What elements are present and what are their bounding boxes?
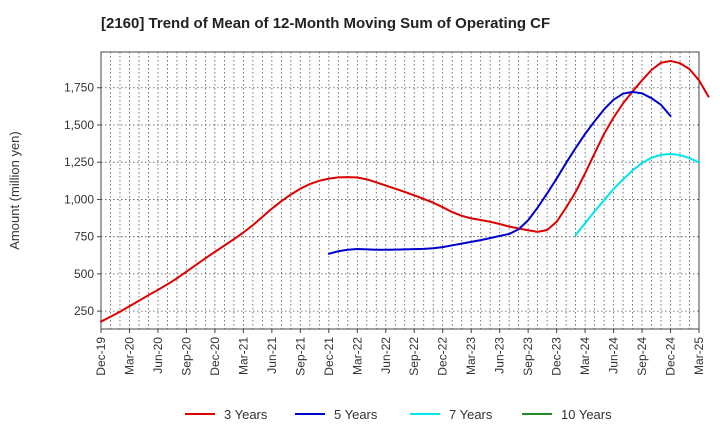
x-tick-label: Dec-23	[550, 337, 564, 376]
x-tick-label: Mar-22	[350, 337, 364, 375]
x-tick-label: Sep-22	[407, 337, 421, 376]
x-tick-label: Dec-24	[664, 337, 678, 376]
y-tick-label: 1,750	[64, 81, 94, 95]
x-tick-label: Jun-23	[493, 337, 507, 374]
series-line-5-years	[327, 90, 672, 255]
x-tick-label: Sep-21	[293, 337, 307, 376]
x-tick-label: Jun-21	[265, 337, 279, 374]
x-tick-label: Mar-20	[122, 337, 136, 375]
legend-label: 3 Years	[224, 407, 268, 422]
legend-label: 5 Years	[334, 407, 378, 422]
y-tick-label: 1,500	[64, 118, 94, 132]
legend: 3 Years 5 Years 7 Years 10 Years	[185, 407, 612, 422]
x-tick-label: Mar-23	[464, 337, 478, 375]
x-tick-label: Jun-24	[607, 337, 621, 374]
x-tick-label: Sep-20	[179, 337, 193, 376]
y-axis-title: Amount (million yen)	[7, 131, 22, 250]
y-tick-label: 750	[74, 230, 94, 244]
x-tick-label: Dec-20	[208, 337, 222, 376]
x-tick-label: Mar-24	[578, 337, 592, 375]
x-tick-label: Dec-21	[322, 337, 336, 376]
series-line-3-years	[100, 59, 710, 323]
y-tick-label: 1,250	[64, 155, 94, 169]
x-tick-label: Mar-25	[692, 337, 706, 375]
chart-title: [2160] Trend of Mean of 12-Month Moving …	[101, 15, 550, 32]
x-tick-label: Mar-21	[236, 337, 250, 375]
x-tick-label: Jun-22	[379, 337, 393, 374]
x-tick-label: Dec-22	[436, 337, 450, 376]
y-tick-label: 250	[74, 304, 94, 318]
x-axis-ticks: Dec-19 Mar-20 Jun-20 Sep-20 Dec-20 Mar-21 Jun-…	[94, 329, 706, 376]
x-tick-label: Sep-24	[635, 337, 649, 376]
y-axis-ticks: 250 500 750 1,000 1,250 1,500 1,750	[64, 81, 101, 318]
legend-label: 10 Years	[561, 407, 612, 422]
y-tick-label: 1,000	[64, 192, 94, 206]
y-tick-label: 500	[74, 267, 94, 281]
legend-label: 7 Years	[449, 407, 493, 422]
series-line-7-years	[574, 153, 700, 237]
x-tick-label: Dec-19	[94, 337, 108, 376]
series-lines	[100, 59, 710, 323]
x-tick-label: Sep-23	[521, 337, 535, 376]
x-tick-label: Jun-20	[151, 337, 165, 374]
